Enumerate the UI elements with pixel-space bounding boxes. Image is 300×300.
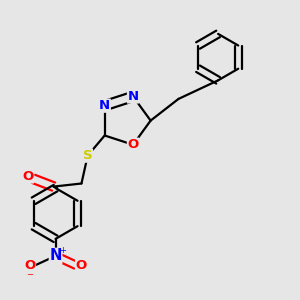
Text: N: N [128, 90, 139, 103]
Text: O: O [76, 259, 87, 272]
Text: O: O [128, 138, 139, 151]
Text: O: O [22, 170, 34, 183]
Text: −: − [26, 271, 33, 280]
Text: N: N [99, 99, 110, 112]
Text: O: O [24, 259, 35, 272]
Text: N: N [50, 248, 62, 263]
Text: +: + [59, 246, 66, 255]
Text: S: S [83, 149, 92, 162]
